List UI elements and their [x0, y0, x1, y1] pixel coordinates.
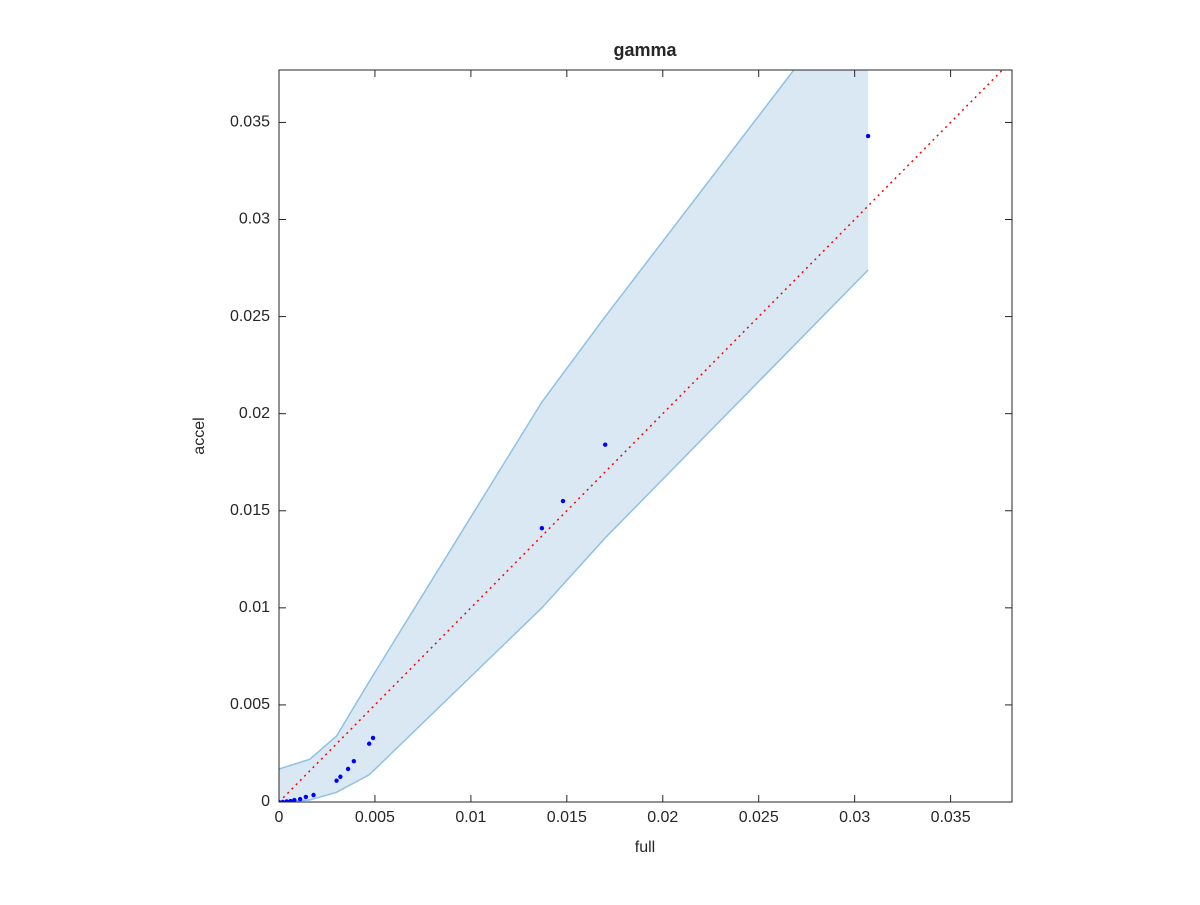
- x-tick-label: 0.015: [547, 809, 587, 826]
- data-point: [292, 797, 297, 802]
- data-point: [539, 526, 545, 531]
- y-tick-label: 0.02: [239, 405, 270, 422]
- x-tick-label: 0.035: [931, 809, 971, 826]
- y-tick-label: 0: [261, 793, 270, 810]
- plot-area: [279, 70, 1004, 802]
- data-point: [284, 799, 289, 802]
- y-tick-label: 0.025: [230, 308, 270, 325]
- y-tick-label: 0.015: [230, 502, 270, 519]
- y-tick-label: 0.035: [230, 114, 270, 131]
- x-tick-label: 0.02: [647, 809, 678, 826]
- data-point: [303, 794, 309, 800]
- x-tick-label: 0.025: [739, 809, 779, 826]
- data-point: [297, 796, 303, 802]
- data-point: [370, 735, 376, 741]
- data-point: [334, 778, 339, 783]
- y-tick-label: 0.01: [239, 599, 270, 616]
- data-point: [280, 799, 286, 802]
- data-point: [311, 792, 316, 798]
- band-lower-edge: [279, 269, 869, 802]
- data-point: [351, 759, 357, 764]
- data-point: [603, 442, 608, 447]
- y-tick-label: 0.005: [230, 696, 270, 713]
- y-axis-label: accel: [191, 417, 208, 454]
- x-tick-label: 0.005: [355, 809, 395, 826]
- chart-title: gamma: [613, 40, 677, 60]
- axes-box: [278, 69, 1013, 803]
- data-point: [366, 741, 372, 746]
- x-tick-label: 0: [275, 809, 284, 826]
- data-point: [279, 799, 282, 802]
- data-point: [288, 798, 293, 802]
- x-tick-label: 0.03: [839, 809, 870, 826]
- data-point: [865, 133, 871, 139]
- y-tick-label: 0.03: [239, 211, 270, 228]
- data-point: [560, 498, 566, 504]
- band-upper-edge: [279, 70, 795, 770]
- confidence-band: [279, 70, 869, 802]
- x-tick-label: 0.01: [455, 809, 486, 826]
- data-point: [345, 766, 351, 772]
- x-axis-label: full: [635, 839, 655, 856]
- data-point: [338, 774, 343, 779]
